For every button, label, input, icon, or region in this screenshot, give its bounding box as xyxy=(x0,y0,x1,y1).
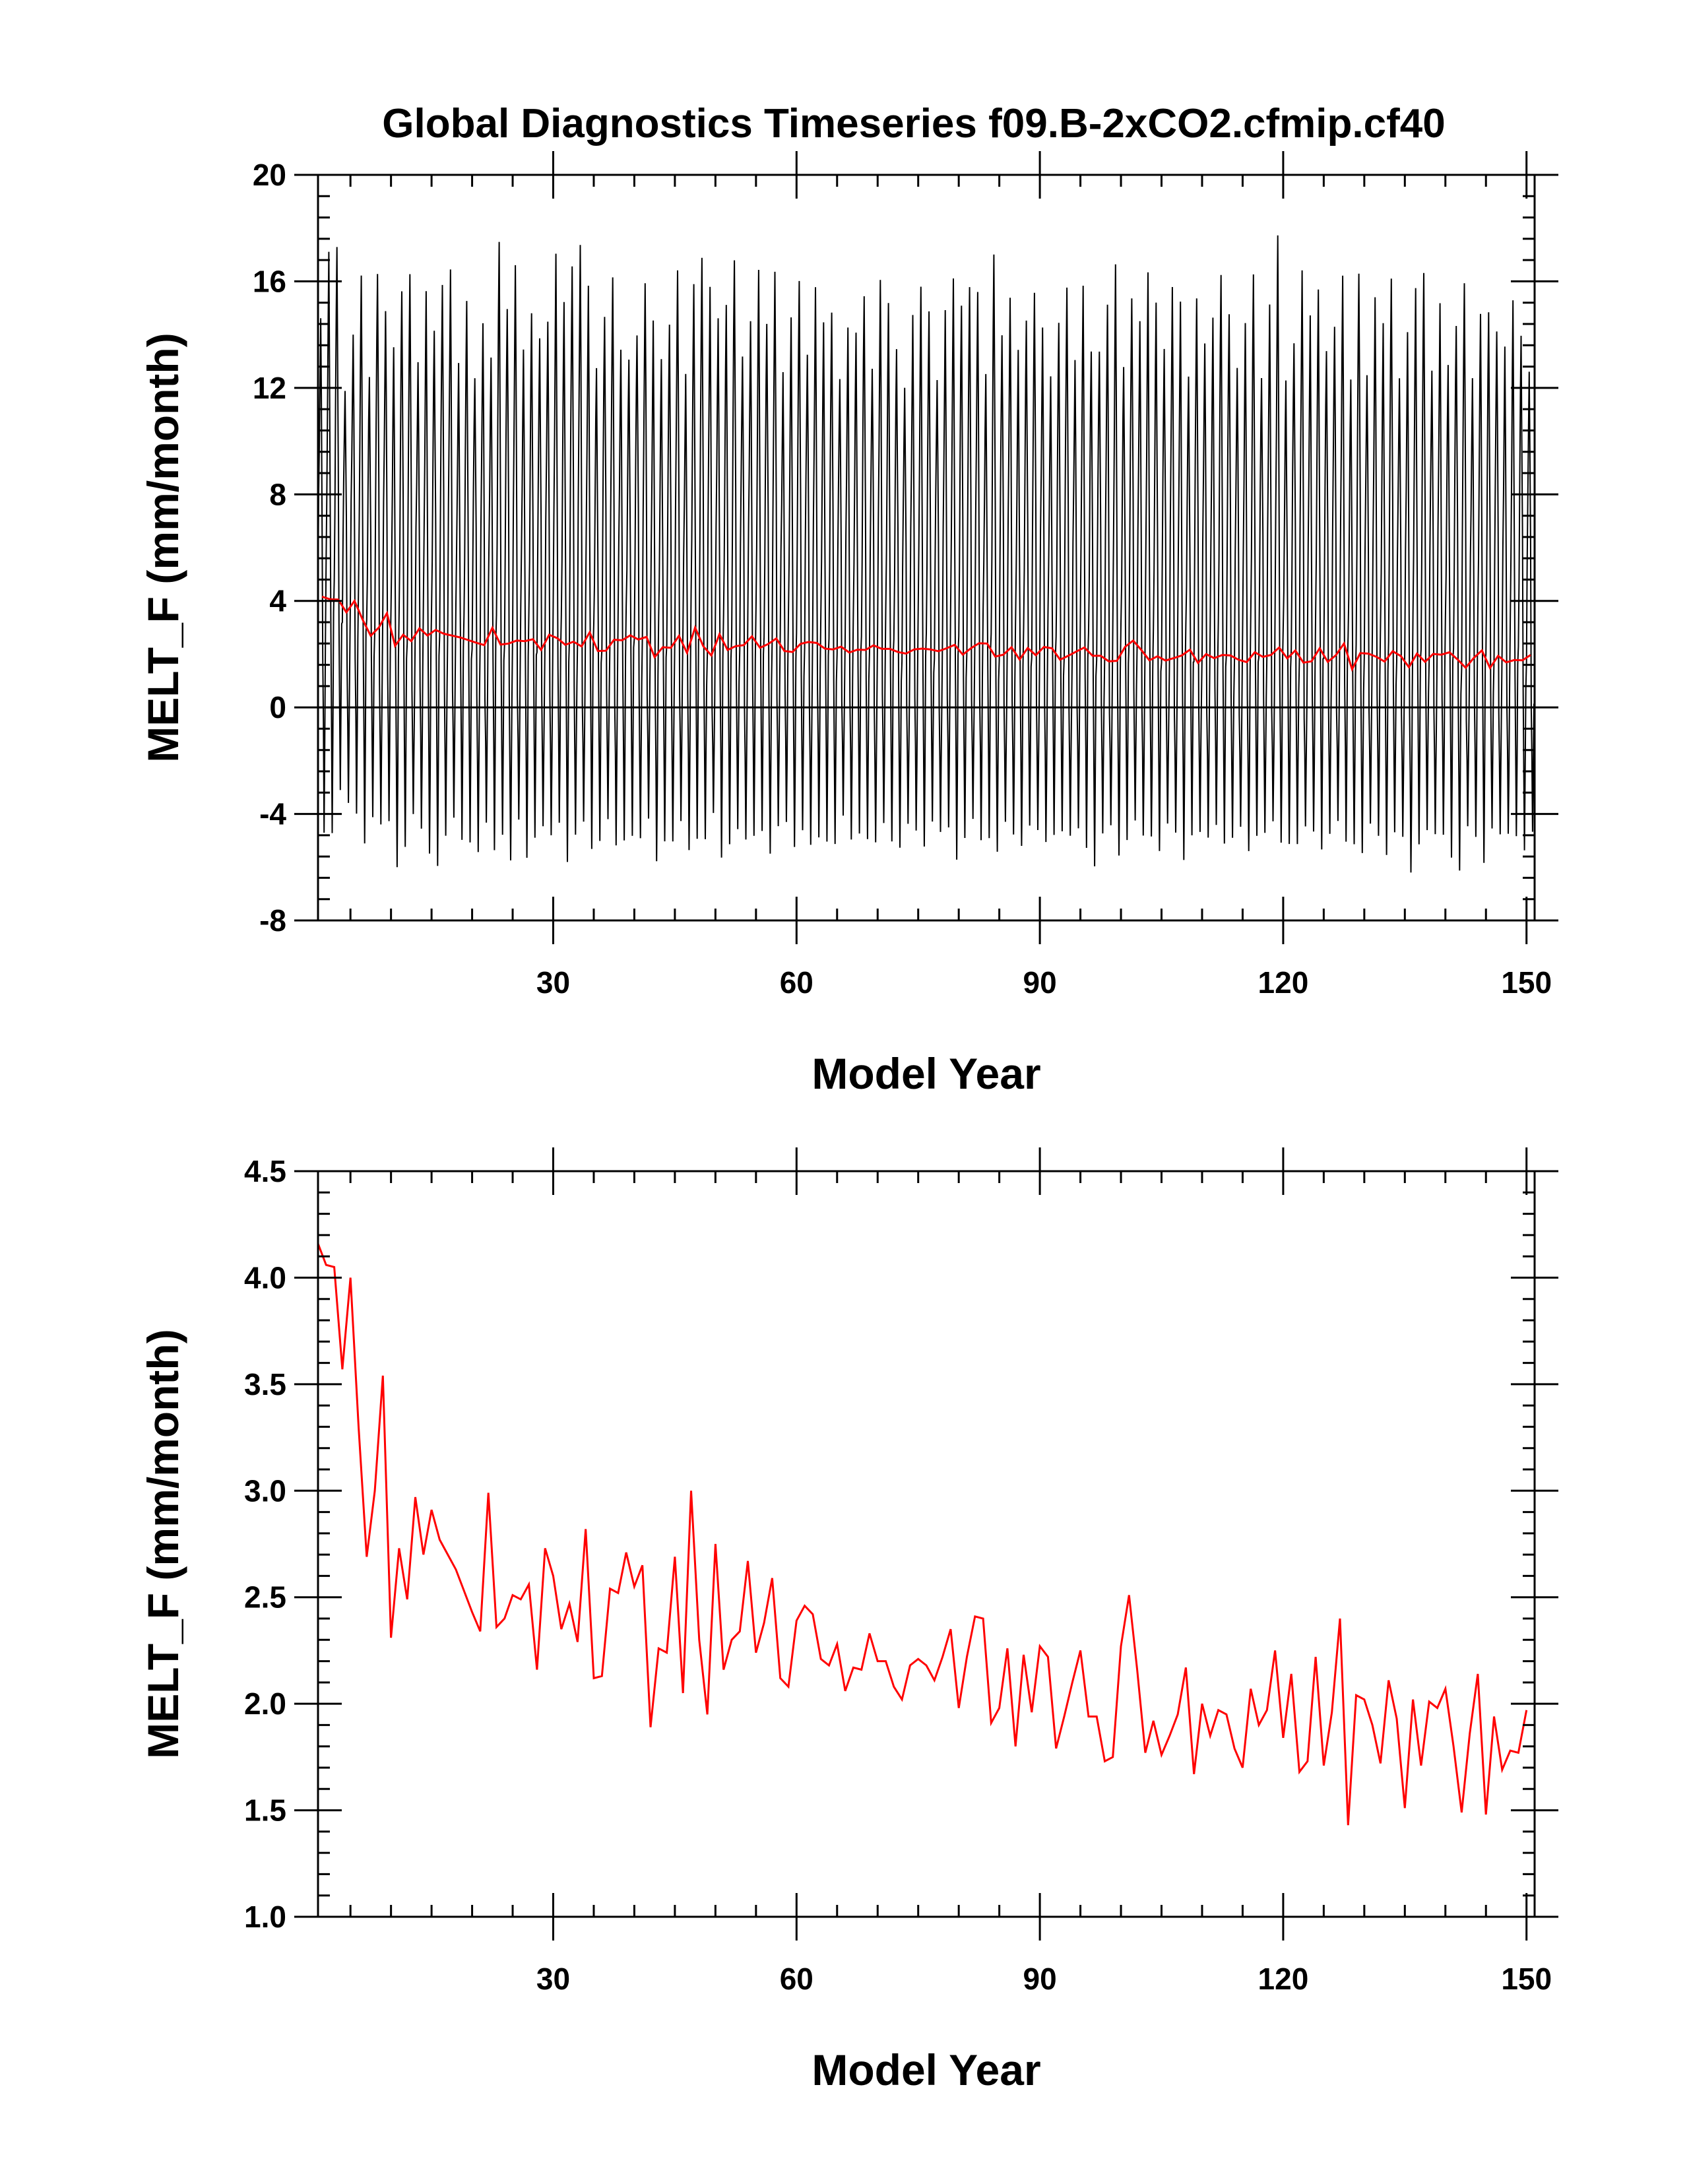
top-y-tick-label: 12 xyxy=(253,371,286,405)
bottom-y-tick-label: 2.5 xyxy=(244,1580,286,1615)
bottom-y-tick-label: 3.0 xyxy=(244,1473,286,1508)
figure-title: Global Diagnostics Timeseries f09.B-2xCO… xyxy=(382,101,1445,146)
bottom-y-tick-label: 4.0 xyxy=(244,1260,286,1295)
bottom-y-axis-label: MELT_F (mm/month) xyxy=(139,1329,187,1758)
bottom-y-tick-label: 2.0 xyxy=(244,1686,286,1721)
top-y-tick-label: 0 xyxy=(269,690,286,724)
bottom-x-tick-label: 120 xyxy=(1258,1962,1309,1996)
annual-panel: 30 60 90 120 150 1.0 1.5 2.0 2.5 3.0 3.5 4.0 4.5 MEL… xyxy=(139,1147,1558,2094)
annual-mean-line xyxy=(317,1243,1528,1826)
bottom-axis-ticks: 30 60 90 120 150 1.0 1.5 2.0 2.5 3.0 3.5 4.0 4.5 xyxy=(244,1147,1558,1996)
bottom-plot-frame xyxy=(317,1170,1536,1918)
bottom-x-tick-label: 150 xyxy=(1501,1962,1552,1996)
top-x-tick-label: 150 xyxy=(1501,965,1552,1000)
monthly-series xyxy=(317,235,1535,873)
monthly-panel: 30 60 90 120 150 -8 -4 0 4 8 12 16 20 MELT_F (mm/mon… xyxy=(139,151,1558,1098)
bottom-x-tick-label: 90 xyxy=(1023,1962,1057,1996)
top-x-tick-label: 90 xyxy=(1023,965,1057,1000)
top-x-tick-label: 60 xyxy=(780,965,813,1000)
annual-series xyxy=(317,1243,1528,1826)
top-y-tick-label: 16 xyxy=(253,264,286,298)
bottom-y-tick-label: 4.5 xyxy=(244,1154,286,1188)
top-y-tick-label: 8 xyxy=(269,477,286,511)
monthly-line xyxy=(317,235,1535,873)
top-x-tick-label: 30 xyxy=(536,965,570,1000)
top-y-tick-label: -4 xyxy=(259,797,286,831)
bottom-y-tick-label: 3.5 xyxy=(244,1367,286,1401)
top-y-tick-label: 4 xyxy=(269,584,286,618)
bottom-y-tick-label: 1.5 xyxy=(244,1793,286,1828)
bottom-x-tick-label: 30 xyxy=(536,1962,570,1996)
annual-mean-line-top xyxy=(321,595,1531,672)
top-x-tick-label: 120 xyxy=(1258,965,1309,1000)
bottom-y-tick-label: 1.0 xyxy=(244,1900,286,1934)
top-y-axis-label: MELT_F (mm/month) xyxy=(139,333,187,762)
annual-mean-overlay xyxy=(321,595,1531,672)
top-y-tick-label: 20 xyxy=(253,158,286,192)
top-plot-frame xyxy=(317,174,1536,922)
top-x-axis-label: Model Year xyxy=(812,1049,1040,1098)
bottom-x-tick-label: 60 xyxy=(780,1962,813,1996)
top-y-tick-label: -8 xyxy=(259,903,286,938)
top-axis-ticks: 30 60 90 120 150 -8 -4 0 4 8 12 16 20 xyxy=(253,151,1558,1000)
bottom-x-axis-label: Model Year xyxy=(812,2045,1040,2094)
